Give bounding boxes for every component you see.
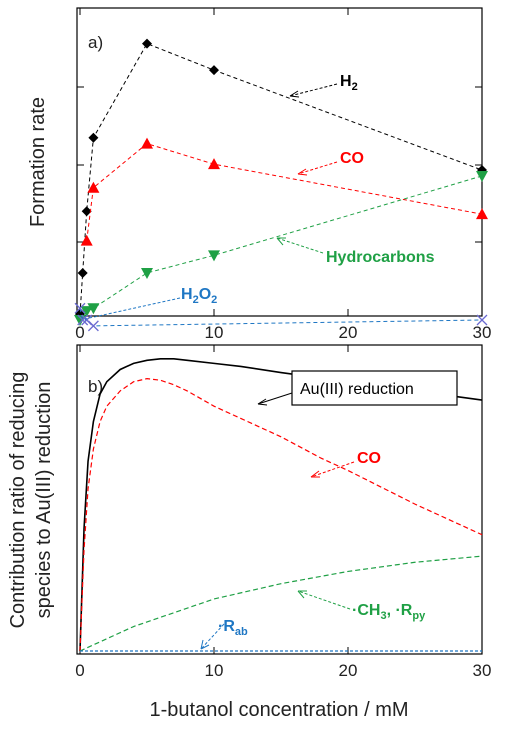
h2o2-point bbox=[87, 320, 99, 332]
panel-b-y-axis-label-line2: species to Au(III) reduction bbox=[33, 382, 55, 619]
co-b-arrowhead bbox=[310, 470, 320, 478]
co-b-annotation-label: CO bbox=[357, 450, 381, 467]
x-tick-label: 30 bbox=[473, 661, 492, 680]
ch3-annotation-arrow bbox=[297, 590, 351, 610]
rab-arrowhead bbox=[200, 639, 210, 650]
panel-a-label: a) bbox=[88, 33, 103, 52]
h2-point bbox=[142, 38, 152, 49]
au-reduction-legend-box bbox=[291, 370, 458, 406]
h2-point bbox=[209, 65, 219, 76]
h2-point bbox=[77, 267, 88, 278]
hydrocarbons-point bbox=[87, 303, 100, 315]
x-tick-label: 10 bbox=[205, 661, 224, 680]
ch3-arrowhead bbox=[297, 590, 307, 599]
h2-point bbox=[88, 132, 99, 143]
hydrocarbons-point bbox=[80, 306, 93, 318]
hydrocarbons-point bbox=[74, 315, 86, 326]
panel-b-ticks: 0 10 20 30 bbox=[75, 345, 491, 680]
co-point bbox=[80, 234, 93, 246]
panel-a-plot bbox=[74, 38, 488, 332]
hydrocarbons-point bbox=[208, 250, 220, 262]
x-axis-label: 1-butanol concentration / mM bbox=[149, 699, 408, 721]
co-b-annotation-arrow bbox=[310, 461, 355, 478]
au-reduction-annotation-label: Au(III) reduction bbox=[300, 381, 414, 398]
panel-b-frame bbox=[76, 344, 483, 655]
panel-a-annotations: H2 CO Hydrocarbons H2O2 bbox=[84, 73, 435, 320]
hydrocarbons-point bbox=[141, 267, 153, 279]
co-annotation-arrow bbox=[297, 161, 338, 175]
co-arrowhead bbox=[297, 168, 308, 176]
co-series-line bbox=[79, 378, 483, 652]
h2-point bbox=[81, 206, 92, 217]
h2o2-series-line bbox=[79, 308, 483, 327]
co-point bbox=[476, 208, 488, 220]
panel-b-annotations: Au(III) reduction CO ·CH3, ·Rpy ·Rab bbox=[200, 370, 458, 650]
h2o2-annotation-arrow bbox=[84, 297, 181, 320]
co-series-line bbox=[86, 143, 483, 241]
h2-series-line bbox=[79, 43, 483, 315]
h2o2-point bbox=[77, 314, 89, 326]
x-tick-label: 0 bbox=[75, 323, 84, 342]
ch3-rpy-series-line bbox=[79, 555, 483, 652]
hydrocarbons-annotation-label: Hydrocarbons bbox=[326, 249, 435, 266]
co-annotation-label: CO bbox=[340, 150, 364, 167]
panel-b-y-axis-label: Contribution ratio of reducing bbox=[7, 372, 29, 629]
panel-a-ticks: 0 10 20 30 bbox=[75, 8, 491, 342]
h2o2-point bbox=[74, 302, 86, 314]
x-tick-label: 0 bbox=[75, 661, 84, 680]
x-tick-label: 30 bbox=[473, 323, 492, 342]
h2o2-annotation-label: H2O2 bbox=[181, 286, 217, 306]
hydrocarbons-annotation-arrow bbox=[276, 237, 324, 254]
x-tick-label: 10 bbox=[205, 323, 224, 342]
panel-a: 0 10 20 30 a) Formation rate H2 CO Hydrocar… bbox=[27, 7, 491, 342]
co-point bbox=[208, 158, 220, 170]
rab-annotation-arrow bbox=[200, 623, 225, 650]
h2o2-point bbox=[476, 314, 488, 326]
panel-b: 0 10 20 30 b) Contribution ratio of reducin… bbox=[7, 344, 491, 721]
co-point bbox=[87, 181, 100, 193]
h2-arrowhead bbox=[289, 90, 300, 98]
panel-b-plot bbox=[79, 357, 483, 652]
panel-b-label: b) bbox=[88, 377, 103, 396]
x-tick-label: 20 bbox=[339, 323, 358, 342]
hydrocarbons-series-line bbox=[79, 175, 483, 321]
au-reduction-annotation-arrow bbox=[257, 392, 293, 405]
rab-annotation-label: ·Rab bbox=[218, 618, 248, 638]
x-tick-label: 20 bbox=[339, 661, 358, 680]
hydrocarbons-arrowhead bbox=[276, 237, 286, 246]
panel-a-frame bbox=[76, 7, 483, 317]
panel-a-y-axis-label: Formation rate bbox=[27, 97, 49, 227]
h2-annotation-label: H2 bbox=[340, 73, 358, 93]
h2-annotation-arrow bbox=[289, 83, 338, 97]
hydrocarbons-point bbox=[476, 170, 488, 182]
co-point bbox=[141, 137, 153, 149]
ch3-annotation-label: ·CH3, ·Rpy bbox=[352, 602, 426, 622]
au-reduction-arrowhead bbox=[257, 398, 268, 406]
